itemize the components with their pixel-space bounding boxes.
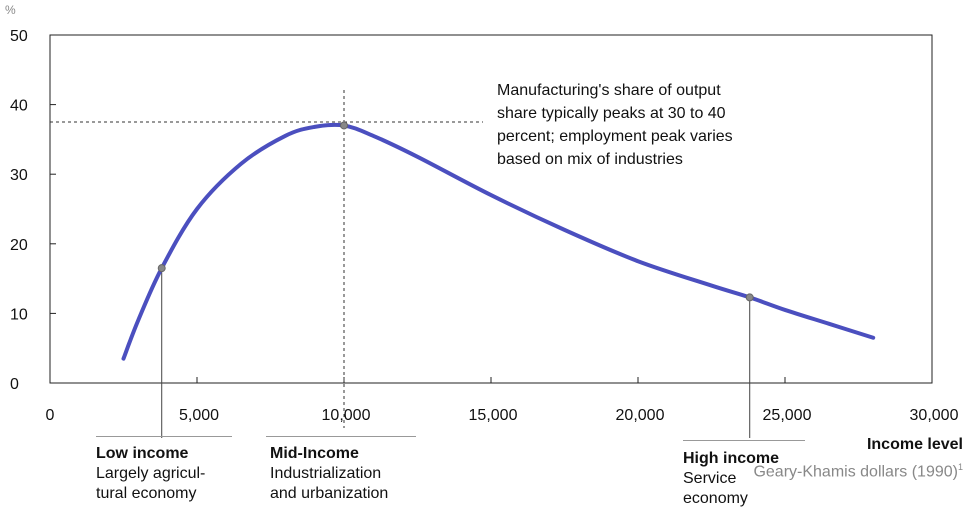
stage-title: Low income — [96, 445, 189, 462]
stage-label: High income Service economy — [683, 449, 779, 509]
x-tick-label: 10,000 — [322, 407, 371, 424]
annotation-line: percent; employment peak varies — [497, 128, 733, 145]
stage-description: tural economy — [96, 485, 197, 502]
x-tick-label: 15,000 — [469, 407, 518, 424]
stage-description: economy — [683, 490, 748, 507]
stage-title: Mid-Income — [270, 445, 359, 462]
y-tick-label: 50 — [10, 28, 28, 45]
stage-label: Low income Largely agricul-tural economy — [96, 444, 205, 504]
stage-description: Industrialization — [270, 465, 382, 482]
x-tick-label: 0 — [46, 407, 55, 424]
data-point-marker — [745, 293, 754, 302]
x-axis-title: Income level Geary-Khamis dollars (1990)… — [753, 434, 963, 483]
data-point-marker — [157, 264, 166, 273]
x-tick-label: 25,000 — [763, 407, 812, 424]
x-tick-label: 5,000 — [179, 407, 219, 424]
x-axis-sublabel-text: Geary-Khamis dollars (1990) — [753, 463, 958, 481]
plot-frame — [49, 34, 933, 384]
x-tick-label: 20,000 — [616, 407, 665, 424]
y-axis-ticks: 0 10 20 30 40 50 — [10, 28, 56, 393]
stage-rule — [96, 436, 232, 437]
stage-description: Largely agricul- — [96, 465, 206, 482]
peak-annotation: Manufacturing's share of output share typ… — [497, 82, 733, 168]
x-axis-label: Income level — [866, 436, 963, 453]
reference-lines — [50, 90, 751, 438]
stage-rule — [683, 440, 805, 441]
annotation-line: based on mix of industries — [497, 151, 683, 168]
stage-title: High income — [683, 450, 780, 467]
y-unit-label: % — [5, 3, 16, 17]
x-tick-label: 30,000 — [910, 407, 959, 424]
y-tick-label: 30 — [10, 167, 28, 184]
annotation-line: share typically peaks at 30 to 40 — [497, 105, 726, 122]
x-axis-sublabel: Geary-Khamis dollars (1990)1 — [753, 456, 963, 483]
y-tick-label: 0 — [10, 376, 19, 393]
x-axis-ticks: 0 5,000 10,000 15,000 20,000 25,000 30,000 — [46, 377, 959, 424]
stage-description: and urbanization — [270, 485, 389, 502]
y-tick-label: 20 — [10, 237, 28, 254]
annotation-line: Manufacturing's share of output — [497, 82, 721, 99]
y-tick-label: 40 — [10, 98, 28, 115]
data-point-marker — [340, 121, 348, 130]
y-tick-label: 10 — [10, 306, 28, 323]
stage-markers — [157, 121, 754, 302]
stage-rule — [266, 436, 416, 437]
stage-label: Mid-Income Industrialization and urbanizat… — [270, 444, 388, 504]
stage-description: Service — [683, 470, 737, 487]
x-axis-footnote-mark: 1 — [957, 462, 963, 472]
